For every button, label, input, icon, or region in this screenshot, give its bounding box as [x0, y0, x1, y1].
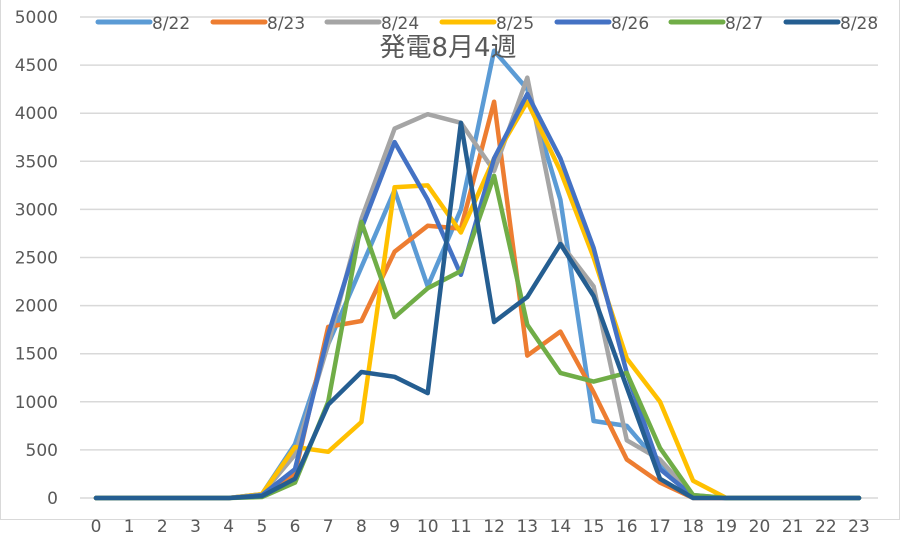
y-tick-label: 4500: [15, 56, 58, 76]
series-line-8-22: [93, 48, 862, 501]
x-tick-label: 13: [516, 517, 538, 537]
y-tick-label: 1500: [15, 345, 58, 365]
series-line-8-28: [93, 120, 862, 501]
x-tick-label: 11: [450, 517, 472, 537]
x-tick-label: 9: [389, 517, 400, 537]
legend-item-8-23: 8/23: [210, 14, 305, 34]
chart-frame: [0, 0, 900, 520]
y-tick-label: 1000: [15, 393, 58, 413]
legend-item-8-22: 8/22: [95, 14, 190, 34]
y-tick-label: 3500: [15, 152, 58, 172]
gridlines: [80, 16, 878, 499]
y-tick-label: 500: [26, 441, 58, 461]
x-axis-tick-labels: 0 1 2 3 4 5 6 7 8 9 10 11 12 13 14 15 16 17 18 19 20 21 22 23: [91, 517, 870, 537]
chart-title: 発電8月4週: [379, 33, 516, 63]
y-tick-label: 4000: [15, 104, 58, 124]
x-tick-label: 7: [323, 517, 334, 537]
x-tick-label: 15: [583, 517, 605, 537]
legend-item-8-27: 8/27: [668, 14, 763, 34]
y-tick-label: 0: [47, 489, 58, 509]
legend: 8/22 8/23 8/24 8/25 8/26 8/27 8/28: [95, 14, 878, 34]
x-tick-label: 23: [848, 517, 870, 537]
legend-item-8-24: 8/24: [324, 14, 419, 34]
legend-label: 8/22: [152, 14, 190, 34]
y-tick-label: 5000: [15, 8, 58, 28]
x-tick-label: 1: [124, 517, 135, 537]
x-tick-label: 16: [616, 517, 638, 537]
x-tick-label: 20: [749, 517, 771, 537]
y-tick-label: 2000: [15, 297, 58, 317]
series-line-8-26: [93, 91, 862, 501]
x-tick-label: 14: [550, 517, 572, 537]
x-tick-label: 5: [256, 517, 267, 537]
x-tick-label: 22: [815, 517, 837, 537]
legend-label: 8/26: [611, 14, 649, 34]
y-tick-label: 2500: [15, 249, 58, 269]
legend-item-8-26: 8/26: [554, 14, 649, 34]
legend-label: 8/23: [267, 14, 305, 34]
data-series: [93, 48, 862, 501]
x-tick-label: 12: [483, 517, 505, 537]
legend-label: 8/27: [725, 14, 763, 34]
x-tick-label: 8: [356, 517, 367, 537]
y-tick-label: 3000: [15, 200, 58, 220]
x-tick-label: 3: [190, 517, 201, 537]
x-tick-label: 19: [715, 517, 737, 537]
legend-label: 8/28: [840, 14, 878, 34]
x-tick-label: 17: [649, 517, 671, 537]
x-tick-label: 6: [290, 517, 301, 537]
x-tick-label: 10: [417, 517, 439, 537]
x-tick-label: 18: [682, 517, 704, 537]
legend-label: 8/25: [496, 14, 534, 34]
legend-label: 8/24: [381, 14, 419, 34]
x-tick-label: 21: [782, 517, 804, 537]
x-tick-label: 0: [91, 517, 102, 537]
x-tick-label: 4: [223, 517, 234, 537]
x-tick-label: 2: [157, 517, 168, 537]
y-axis-tick-labels: 0 500 1000 1500 2000 2500 3000 3500 4000 4500 5000: [15, 8, 58, 509]
legend-item-8-25: 8/25: [439, 14, 534, 34]
legend-item-8-28: 8/28: [783, 14, 878, 34]
